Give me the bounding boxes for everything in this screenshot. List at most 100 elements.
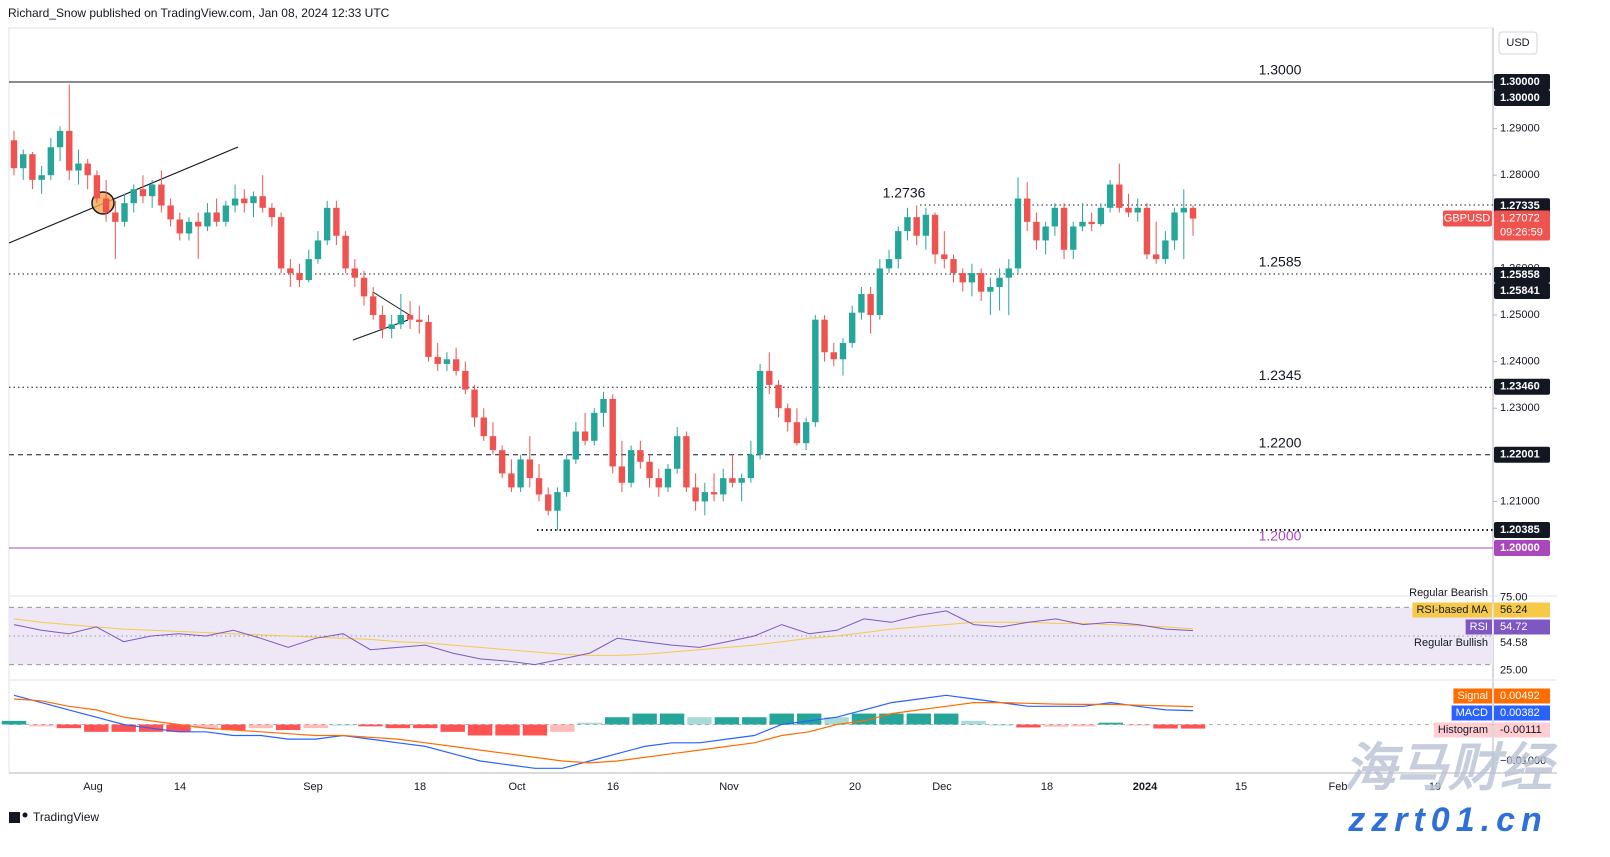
histogram-bar: [605, 717, 630, 725]
level-label: 1.2200: [1259, 435, 1302, 451]
candle-body: [848, 312, 856, 343]
histogram-bar: [961, 720, 986, 725]
currency: USD: [1506, 37, 1529, 49]
candle-body: [839, 342, 847, 360]
candle-body: [581, 431, 589, 441]
candle-body: [47, 147, 55, 176]
x-tick-label: 2024: [1133, 781, 1158, 793]
histogram-bar: [1180, 724, 1206, 729]
y-tick-label: 1.21000: [1500, 495, 1540, 507]
candle-body: [655, 478, 662, 488]
candle-body: [922, 214, 930, 236]
price-tag: [1494, 378, 1550, 395]
trendline: [8, 146, 239, 244]
candle-body: [388, 324, 395, 329]
candle-body: [434, 356, 441, 364]
x-tick-label: 16: [607, 781, 619, 793]
candle-body: [885, 259, 893, 269]
candle-body: [664, 468, 672, 488]
macd-line: [13, 698, 1194, 764]
histogram-bar: [1071, 724, 1096, 727]
candle-body: [784, 408, 791, 423]
candle-body: [867, 294, 874, 315]
histogram-bar: [221, 724, 246, 730]
candle-body: [296, 273, 303, 281]
candle-body: [535, 478, 543, 495]
candle-body: [812, 319, 819, 423]
candle-body: [498, 450, 506, 474]
candle-body: [563, 459, 570, 493]
candle-body: [526, 459, 534, 479]
histogram-bar: [934, 713, 959, 725]
indicator-tag-bg: [1451, 705, 1492, 721]
candle-body: [102, 198, 110, 213]
candle-body: [379, 315, 386, 329]
y-tick-label: 1.24000: [1500, 356, 1540, 368]
histogram-bar: [796, 713, 822, 725]
candle-body: [1088, 221, 1095, 225]
rsi-line: [13, 610, 1194, 666]
candle-body: [259, 196, 266, 208]
last-price-tag: [1494, 210, 1550, 241]
candle-body: [462, 370, 469, 390]
candle-body: [673, 436, 681, 469]
indicator-value-bg: [1494, 619, 1550, 635]
indicator-value-bg: [1494, 602, 1550, 618]
candle-body: [637, 450, 644, 462]
candle-body: [75, 163, 82, 171]
rsi-tick-label: 75.00: [1500, 591, 1528, 603]
candle-body: [323, 207, 331, 241]
x-tick-label: 15: [1235, 781, 1247, 793]
candle-body: [627, 450, 635, 483]
indicator-value-bg: [1494, 705, 1550, 721]
histogram-bar: [413, 724, 438, 729]
indicator-value: 0.00382: [1500, 707, 1540, 719]
candle-body: [1042, 226, 1049, 241]
candle-body: [1051, 207, 1059, 227]
histogram-bar: [769, 713, 794, 725]
price-tag: [1494, 267, 1550, 284]
histogram-bar: [1098, 722, 1123, 725]
histogram-bar: [303, 724, 328, 729]
histogram-bar: [659, 713, 685, 725]
candle-body: [333, 207, 340, 236]
indicator-tag-bg: [1433, 722, 1492, 738]
last-price-label: 1.27072: [1500, 212, 1540, 224]
price-tag: [1494, 198, 1550, 215]
symbol-tag-label: GBPUSD: [1444, 212, 1491, 224]
y-tick-label: 1.29000: [1500, 123, 1540, 135]
candle-body: [93, 175, 101, 199]
candle-body: [204, 212, 211, 227]
triangle-line: [372, 291, 412, 317]
indicator-tag-name: RSI: [1470, 621, 1488, 633]
candle-body: [1033, 221, 1040, 241]
price-tag-label: 1.25841: [1500, 285, 1540, 297]
histogram-bar: [851, 713, 877, 725]
candle-body: [1024, 198, 1031, 222]
symbol-tag: [1443, 210, 1492, 227]
candle-body: [1143, 207, 1151, 255]
candle-body: [747, 454, 755, 479]
candle-body: [1180, 207, 1187, 213]
candle-body: [158, 184, 165, 206]
candle-body: [904, 217, 911, 232]
price-tag: [1494, 522, 1550, 539]
candle-body: [213, 212, 220, 222]
candle-body: [931, 214, 939, 255]
candle-body: [277, 217, 285, 269]
histogram-bar: [1016, 724, 1041, 728]
histogram-bar: [29, 724, 54, 727]
currency-box[interactable]: [1498, 31, 1538, 55]
candle-body: [29, 154, 36, 180]
candle-body: [591, 412, 598, 441]
x-tick-label: 18: [414, 781, 426, 793]
candle-body: [1070, 226, 1077, 250]
price-tag-label: 1.27335: [1500, 200, 1540, 212]
histogram-bar: [358, 724, 383, 727]
histogram-bar: [56, 724, 82, 729]
price-tag: [1494, 540, 1550, 556]
candle-body: [701, 492, 709, 502]
price-tag-label: 1.20385: [1500, 524, 1540, 536]
